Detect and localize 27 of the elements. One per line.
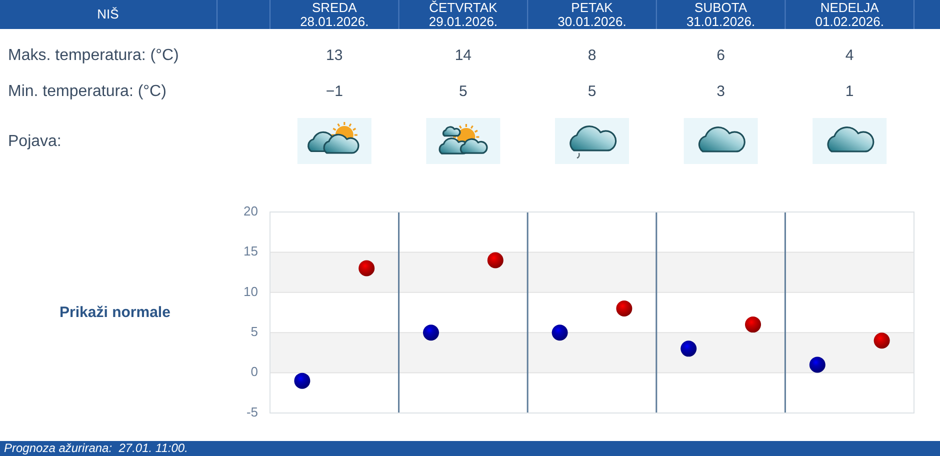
data-label: 14 xyxy=(454,46,472,64)
data-label: 5 xyxy=(459,82,468,100)
text: NEDELJA 01.02.2026. xyxy=(815,0,884,28)
y-tick-label: 0 xyxy=(250,364,258,380)
text: ČETVRTAK 29.01.2026. xyxy=(428,0,498,28)
text: SREDA 28.01.2026. xyxy=(300,0,369,28)
y-tick-label: 15 xyxy=(244,244,258,259)
y-tick-label: 10 xyxy=(244,284,258,299)
text: Maks. temperatura: (°C) xyxy=(8,47,179,64)
text: Min. temperatura: (°C) xyxy=(8,83,166,100)
text: PETAK 30.01.2026. xyxy=(558,0,626,28)
y-tick-label: 5 xyxy=(250,324,258,340)
text: Pojava: xyxy=(8,133,62,150)
text: Prikaži normale xyxy=(60,304,170,321)
y-tick-label: 20 xyxy=(244,203,258,218)
text: NIŠ xyxy=(97,6,120,22)
data-label: 4 xyxy=(845,46,854,64)
data-label: 8 xyxy=(588,46,596,64)
text: SUBOTA 31.01.2026. xyxy=(686,0,756,28)
data-label: 3 xyxy=(716,82,725,100)
data-label: 5 xyxy=(588,82,596,100)
data-label: 6 xyxy=(716,46,725,64)
text: Prognoza ažurirana: 27.01. 11:00. xyxy=(4,441,188,455)
y-tick-label: -5 xyxy=(246,404,258,420)
data-label: −1 xyxy=(326,82,343,100)
data-label: 1 xyxy=(845,82,854,100)
data-label: 13 xyxy=(326,46,343,64)
